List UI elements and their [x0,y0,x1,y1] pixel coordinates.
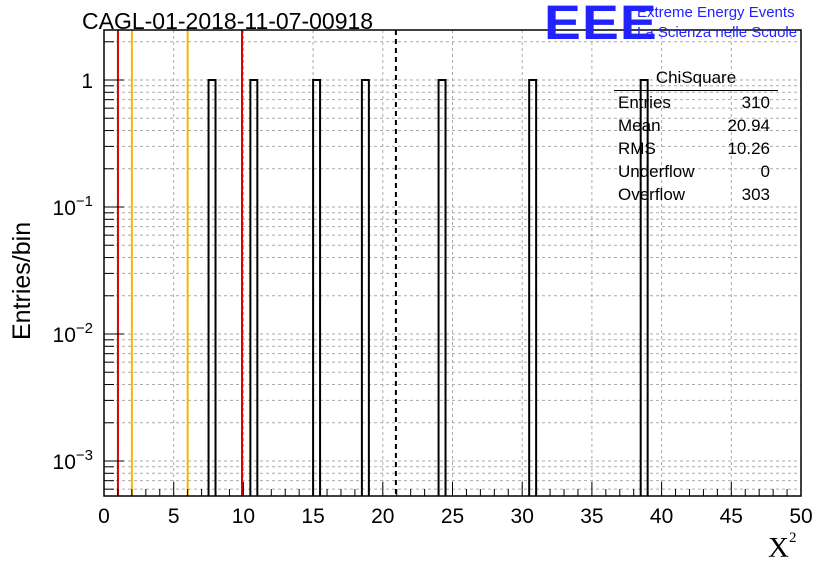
x-tick-label: 25 [441,505,464,528]
y-tick-label: 10−1 [53,193,93,220]
stats-row: RMS 10.26 [610,137,778,160]
y-tick-label: 10−2 [53,320,93,347]
x-tick-label: 10 [232,505,255,528]
x-tick-label: 15 [301,505,324,528]
x-tick-label: 45 [720,505,743,528]
stats-row: Entries 310 [610,91,778,114]
stats-label: RMS [618,139,656,158]
marker-lines [116,30,397,496]
stats-value: 303 [741,185,770,204]
stats-row: Mean 20.94 [610,114,778,137]
stats-row: Overflow 303 [610,183,778,206]
chart-title: CAGL-01-2018-11-07-00918 [82,8,374,34]
histogram-bar [360,79,370,496]
stats-value: 0 [760,162,770,181]
stats-label: Overflow [618,185,686,204]
histogram-bar [437,79,447,496]
stats-value: 20.94 [727,116,770,135]
x-tick-label: 50 [789,505,812,528]
x-axis-label: Χ2 [768,530,797,564]
y-tick-label: 1 [81,70,93,93]
stats-label: Mean [618,116,661,135]
stats-value: 310 [741,93,770,112]
eee-logo: EEE Extreme Energy Events La Scienza nel… [544,0,832,50]
eee-logo-mark: EEE [544,0,658,50]
x-tick-label: 5 [168,505,180,528]
axes: 0 5 10 15 20 25 30 35 40 45 50 1 10−1 10−2 10−3 [53,29,813,528]
stats-label: Underflow [618,162,695,181]
histogram-bar [249,79,259,496]
x-tick-label: 30 [511,505,534,528]
histogram-bar [639,79,649,496]
histogram-bars [207,79,649,496]
logo-line-1: Extreme Energy Events [637,4,795,21]
grid-layer [104,30,801,496]
stats-box: ChiSquare Entries 310 Mean 20.94 RMS 10.… [610,68,778,206]
x-tick-label: 35 [580,505,603,528]
y-tick-label: 10−3 [53,447,93,474]
logo-line-2: La Scienza nelle Scuole [637,24,798,41]
stats-title: ChiSquare [614,68,778,91]
x-tick-label: 0 [98,505,110,528]
stats-label: Entries [618,93,671,112]
x-tick-label: 20 [371,505,394,528]
y-axis-label: Entries/bin [8,221,36,340]
histogram-bar [312,79,322,496]
histogram-bar [207,79,217,496]
x-tick-label: 40 [650,505,673,528]
stats-row: Underflow 0 [610,160,778,183]
histogram-bar [528,79,538,496]
stats-value: 10.26 [727,139,770,158]
